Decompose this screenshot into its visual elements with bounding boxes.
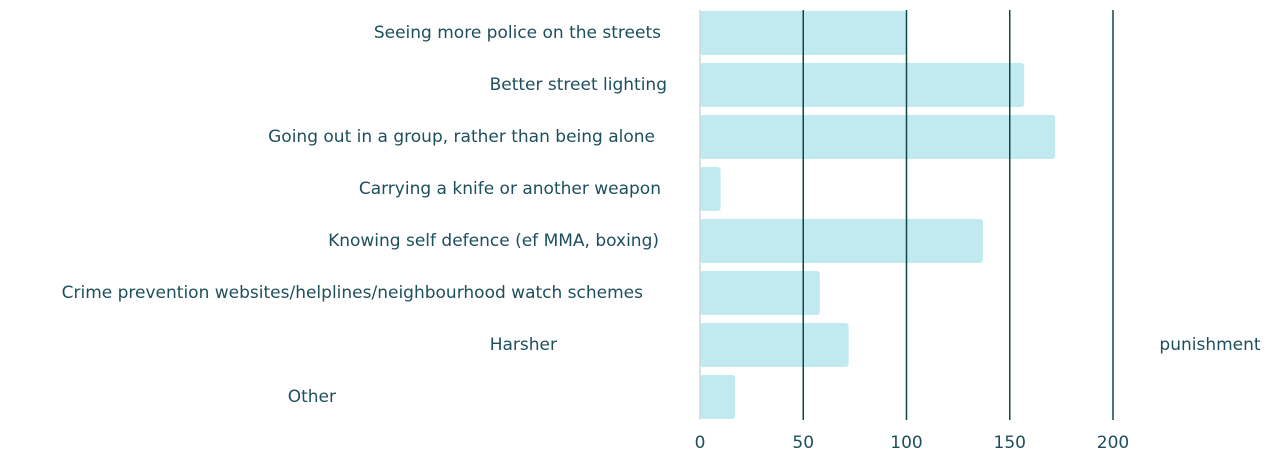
x-tick-label: 100	[890, 433, 922, 453]
category-label: Harsher	[490, 335, 557, 355]
bar	[700, 115, 1056, 159]
bar	[700, 63, 1025, 107]
annotation: punishment	[1159, 335, 1260, 355]
x-tick-label: 150	[994, 433, 1026, 453]
x-tick-label: 0	[695, 433, 706, 453]
bar	[700, 323, 849, 367]
category-label: Carrying a knife or another weapon	[359, 179, 661, 199]
bar	[700, 219, 983, 263]
category-label: Seeing more police on the streets	[374, 23, 661, 43]
category-label: Crime prevention websites/helplines/neig…	[62, 283, 644, 303]
category-label: Knowing self defence (ef MMA, boxing)	[328, 231, 659, 251]
category-label: Better street lighting	[490, 75, 667, 95]
x-tick-label: 50	[792, 433, 814, 453]
bar	[700, 167, 721, 211]
category-label: Other	[288, 387, 336, 407]
x-tick-label: 200	[1097, 433, 1129, 453]
bar	[700, 271, 820, 315]
category-label: Going out in a group, rather than being …	[268, 127, 655, 147]
bar	[700, 375, 736, 419]
